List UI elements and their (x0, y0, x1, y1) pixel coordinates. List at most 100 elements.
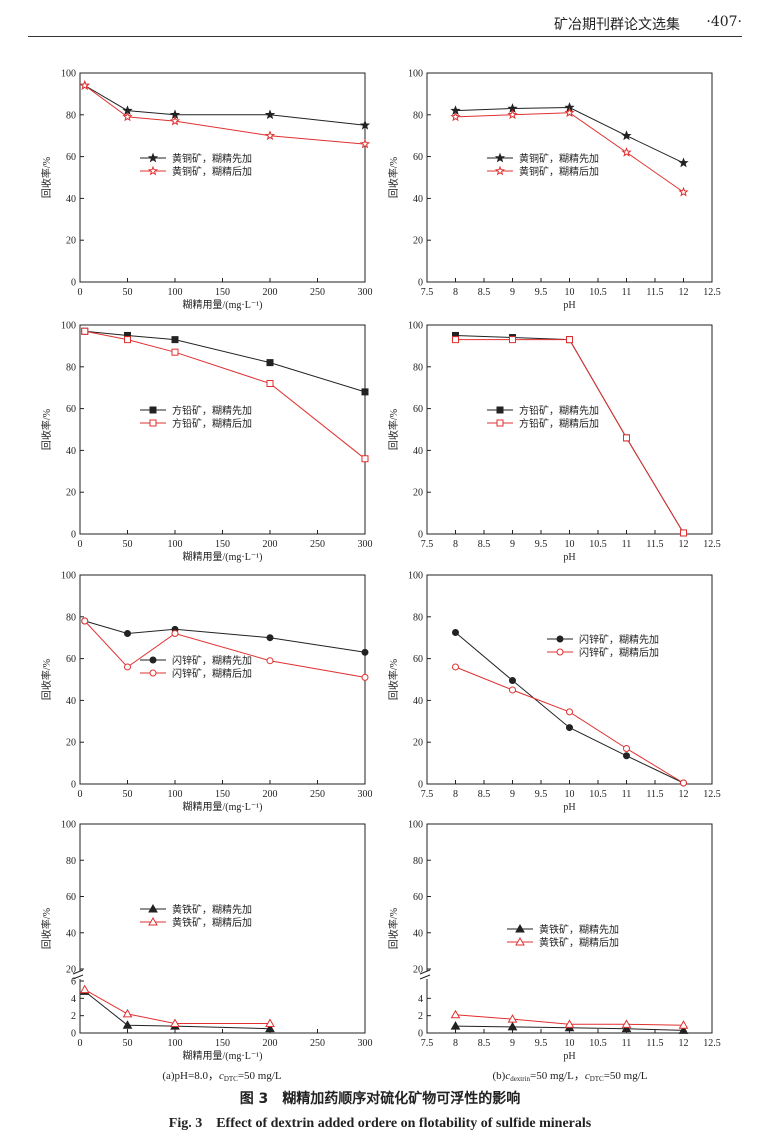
y-tick-label: 0 (418, 1029, 423, 1040)
legend-label: 黄铁矿，糊精先加 (539, 923, 619, 936)
x-tick-label: 8.5 (478, 539, 491, 550)
data-point (171, 348, 179, 356)
x-tick-label: 11.5 (646, 1038, 663, 1049)
data-point (678, 157, 689, 168)
legend-swatch-marker (494, 152, 506, 163)
x-tick-label: 100 (168, 539, 183, 550)
x-tick-label: 9 (510, 1038, 515, 1049)
series-line (84, 330, 366, 460)
x-tick-label: 12.5 (703, 539, 721, 550)
x-tick-label: 8 (453, 789, 458, 800)
x-tick-label: 250 (310, 287, 325, 298)
y-tick-label: 40 (66, 928, 76, 939)
y-tick-label: 60 (66, 892, 76, 903)
x-tick-label: 50 (123, 287, 133, 298)
y-tick-label: 80 (66, 110, 76, 121)
legend-swatch-marker (515, 936, 525, 946)
x-tick-label: 200 (263, 1038, 278, 1049)
x-tick-label: 250 (310, 789, 325, 800)
x-tick-label: 9 (510, 539, 515, 550)
y-tick-label: 60 (413, 152, 423, 163)
x-tick-label: 250 (310, 539, 325, 550)
x-tick-label: 10 (565, 789, 575, 800)
chart-chalco-dose: 0 50 100 150 200 250 300020406080100糊精用量/(mg·L… (40, 69, 373, 312)
series-line (455, 112, 684, 193)
axis-break-mark (72, 974, 84, 980)
legend-swatch-marker (149, 669, 157, 677)
x-tick-label: 11 (622, 287, 632, 298)
data-point (266, 359, 274, 367)
data-point (452, 663, 459, 671)
x-tick-label: 7.5 (421, 287, 434, 298)
legend-label: 黄铜矿，糊精先加 (172, 152, 252, 165)
series-after (79, 80, 371, 149)
data-point (124, 630, 131, 638)
x-tick-label: 7.5 (421, 789, 434, 800)
data-point (124, 663, 131, 671)
header-rule (28, 36, 742, 37)
data-point (507, 109, 518, 120)
y-tick-label: 20 (413, 236, 423, 247)
x-tick-label: 10.5 (589, 539, 607, 550)
y-tick-label: 6 (71, 977, 76, 988)
series-after (81, 617, 369, 681)
data-point (265, 1018, 275, 1027)
data-point (81, 327, 89, 335)
legend-swatch-marker (147, 165, 159, 176)
legend-swatch-marker (147, 152, 159, 163)
series-after (81, 327, 369, 463)
data-point (264, 130, 276, 141)
data-point (509, 686, 516, 694)
x-tick-label: 11.5 (646, 287, 663, 298)
y-tick-label: 0 (418, 780, 423, 791)
data-point (450, 1021, 461, 1030)
x-tick-label: 8.5 (478, 1038, 491, 1049)
y-tick-label: 80 (413, 362, 423, 373)
x-tick-label: 11.5 (646, 539, 663, 550)
legend-label: 闪锌矿，糊精后加 (172, 667, 252, 680)
legend-swatch-marker (149, 419, 157, 427)
x-axis-label: 糊精用量/(mg·L⁻¹) (183, 1049, 263, 1062)
x-tick-label: 300 (358, 539, 373, 550)
x-tick-label: 11.5 (646, 789, 663, 800)
y-axis-label: 回收率/% (387, 409, 400, 450)
axis-break-mark (419, 969, 431, 975)
x-tick-label: 0 (78, 789, 83, 800)
data-point (124, 336, 131, 344)
x-tick-label: 10 (565, 287, 575, 298)
y-tick-label: 0 (418, 530, 423, 541)
x-tick-label: 8 (453, 1038, 458, 1049)
data-point (680, 529, 687, 537)
x-tick-label: 11 (622, 539, 632, 550)
data-point (79, 984, 90, 994)
x-tick-label: 0 (78, 1038, 83, 1049)
legend-swatch-marker (496, 419, 504, 427)
y-tick-label: 60 (413, 404, 423, 415)
data-point (678, 1025, 689, 1034)
y-tick-label: 100 (408, 571, 423, 582)
chart-pyrite-dose: 0 50 100 150 200 250 300024620406080100糊精用量/(m… (40, 820, 373, 1063)
data-point (171, 336, 179, 344)
x-tick-label: 0 (78, 287, 83, 298)
y-axis-label: 回收率/% (40, 908, 53, 949)
series-after (450, 107, 689, 197)
y-tick-label: 60 (413, 892, 423, 903)
legend-swatch-marker (494, 165, 506, 176)
data-point (678, 186, 689, 197)
legend-swatch-marker (556, 635, 564, 643)
x-tick-label: 150 (215, 789, 230, 800)
journal-title: 矿冶期刊群论文选集 (554, 17, 680, 33)
y-tick-label: 80 (413, 856, 423, 867)
legend-label: 闪锌矿，糊精后加 (579, 646, 659, 659)
x-axis-label: pH (563, 552, 575, 563)
data-point (509, 677, 516, 685)
data-point (122, 1008, 133, 1018)
x-tick-label: 250 (310, 1038, 325, 1049)
y-axis-label: 回收率/% (387, 908, 400, 949)
y-tick-label: 40 (413, 194, 423, 205)
x-tick-label: 50 (123, 789, 133, 800)
